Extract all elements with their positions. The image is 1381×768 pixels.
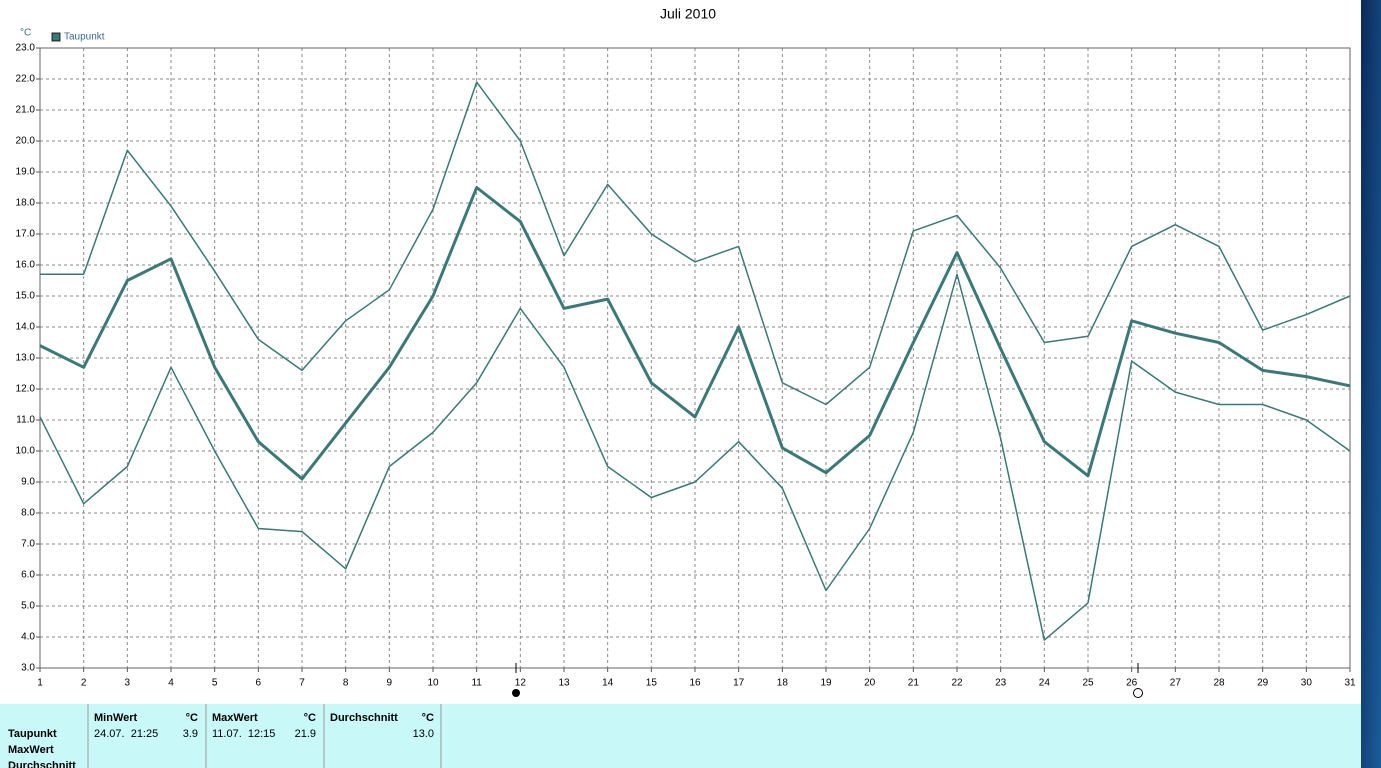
x-tick-label: 14 <box>602 678 614 689</box>
y-tick-label: 9.0 <box>21 477 35 488</box>
x-tick-label: 7 <box>299 678 305 689</box>
plot-area: 3.0 4.0 5.0 6.0 7.0 8.0 9.0 10.0 11.0 12.0 13.0 14.… <box>16 43 1356 689</box>
y-tick-label: 7.0 <box>21 539 35 550</box>
cell-value: 13.0 <box>413 728 434 740</box>
column-unit: °C <box>422 712 434 724</box>
cell-value: 21.9 <box>295 728 316 740</box>
y-tick-label: 19.0 <box>16 167 36 178</box>
cell-time: 24.07. 21:25 <box>94 728 158 740</box>
y-tick-label: 21.0 <box>16 105 36 116</box>
x-tick-label: 26 <box>1126 678 1138 689</box>
x-tick-label: 9 <box>387 678 393 689</box>
row-label: Taupunkt <box>8 728 57 740</box>
cell-time: 11.07. 12:15 <box>212 728 275 740</box>
x-tick-label: 6 <box>256 678 262 689</box>
x-tick-label: 5 <box>212 678 218 689</box>
x-tick-label: 8 <box>343 678 349 689</box>
row-label: Durchschnitt <box>8 760 76 768</box>
column-header: Durchschnitt <box>330 712 398 724</box>
x-tick-label: 4 <box>168 678 174 689</box>
y-tick-label: 17.0 <box>16 229 36 240</box>
x-tick-label: 28 <box>1213 678 1225 689</box>
series-line <box>40 81 1351 406</box>
x-tick-label: 30 <box>1301 678 1313 689</box>
x-tick-label: 17 <box>733 678 745 689</box>
column-unit: °C <box>186 712 198 724</box>
x-tick-label: 27 <box>1170 678 1182 689</box>
y-tick-label: 18.0 <box>16 198 36 209</box>
x-tick-label: 24 <box>1039 678 1051 689</box>
x-tick-label: 20 <box>864 678 876 689</box>
x-tick-label: 31 <box>1344 678 1356 689</box>
y-tick-label: 20.0 <box>16 136 36 147</box>
y-tick-label: 22.0 <box>16 74 36 85</box>
x-tick-label: 12 <box>515 678 527 689</box>
column-unit: °C <box>304 712 316 724</box>
table-lines <box>87 704 442 768</box>
x-tick-label: 29 <box>1257 678 1269 689</box>
x-tick-label: 3 <box>125 678 131 689</box>
series-line <box>39 273 1351 641</box>
new-moon-icon <box>512 689 520 697</box>
x-tick-label: 18 <box>777 678 789 689</box>
legend-swatch <box>51 32 61 42</box>
x-tick-label: 13 <box>558 678 570 689</box>
x-tick-label: 10 <box>427 678 439 689</box>
y-tick-label: 13.0 <box>16 353 36 364</box>
y-tick-label: 4.0 <box>21 632 35 643</box>
desktop-edge <box>1361 0 1381 768</box>
x-tick-label: 16 <box>689 678 701 689</box>
x-tick-label: 25 <box>1082 678 1094 689</box>
chart-title: Juli 2010 <box>660 6 716 22</box>
y-tick-label: 15.0 <box>16 291 36 302</box>
stats-panel <box>0 704 1361 768</box>
plot-frame <box>39 47 1351 669</box>
full-moon-icon <box>1133 688 1143 698</box>
column-header: MinWert <box>94 712 138 724</box>
legend-label: Taupunkt <box>64 32 105 43</box>
y-tick-label: 16.0 <box>16 260 36 271</box>
x-tick-label: 23 <box>995 678 1007 689</box>
y-tick-label: 10.0 <box>16 446 36 457</box>
y-tick-label: 12.0 <box>16 384 36 395</box>
column-header: MaxWert <box>212 712 258 724</box>
x-tick-label: 15 <box>646 678 658 689</box>
row-label: MaxWert <box>8 744 54 756</box>
x-tick-label: 19 <box>820 678 832 689</box>
x-tick-label: 11 <box>471 678 482 689</box>
x-tick-label: 21 <box>908 678 920 689</box>
y-tick-label: 6.0 <box>21 570 35 581</box>
y-tick-label: 11.0 <box>16 415 35 426</box>
x-tick-label: 2 <box>81 678 87 689</box>
x-tick-label: 1 <box>37 678 43 689</box>
y-tick-label: 14.0 <box>16 322 36 333</box>
y-tick-label: 3.0 <box>21 663 35 674</box>
y-tick-label: 23.0 <box>16 43 36 54</box>
x-tick-label: 22 <box>951 678 963 689</box>
y-unit: °C <box>20 28 31 39</box>
y-tick-label: 5.0 <box>21 601 35 612</box>
series-line <box>39 186 1351 481</box>
legend: Taupunkt <box>51 32 105 43</box>
y-tick-label: 8.0 <box>21 508 35 519</box>
cell-value: 3.9 <box>183 728 198 740</box>
